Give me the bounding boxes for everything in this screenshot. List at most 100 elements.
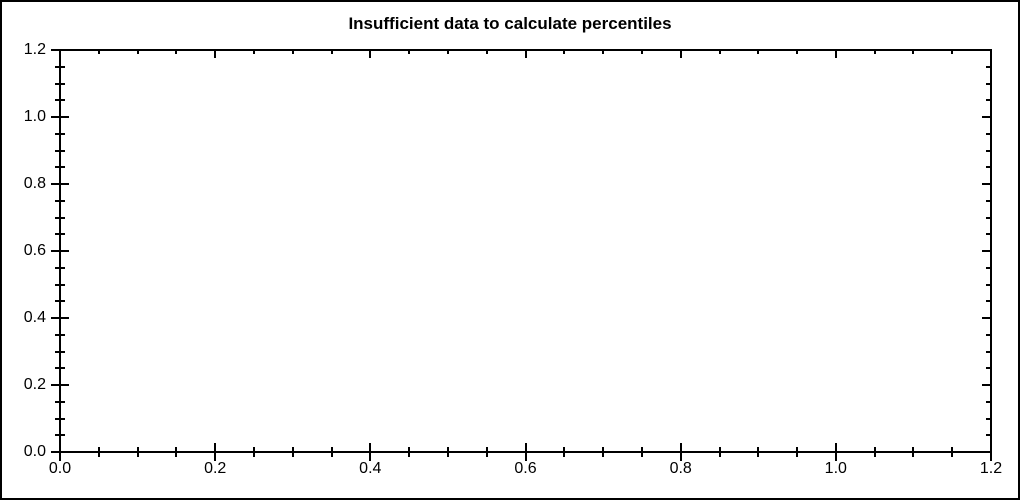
x-minor-tick (602, 447, 605, 457)
x-minor-tick-top (408, 49, 411, 54)
y-minor-tick-right (986, 65, 991, 68)
y-minor-tick-right (986, 367, 991, 370)
y-minor-tick-right (986, 434, 991, 437)
y-minor-tick (55, 166, 65, 169)
y-minor-tick (55, 99, 65, 102)
y-tick-label: 0.0 (23, 443, 46, 460)
x-minor-tick (873, 447, 876, 457)
x-minor-tick (97, 447, 100, 457)
x-major-tick-top (679, 49, 682, 58)
x-minor-tick-top (563, 49, 566, 54)
y-minor-tick (55, 199, 65, 202)
y-minor-tick-right (986, 82, 991, 85)
y-major-tick (51, 384, 69, 386)
x-major-tick-top (369, 49, 372, 58)
y-minor-tick-right (986, 300, 991, 303)
x-minor-tick (485, 447, 488, 457)
x-major-tick-top (834, 49, 837, 58)
y-minor-tick (55, 434, 65, 437)
x-major-tick-top (524, 49, 527, 58)
y-minor-tick (55, 132, 65, 135)
x-minor-tick-top (446, 49, 449, 54)
y-minor-tick-right (986, 132, 991, 135)
x-major-tick (679, 443, 682, 461)
y-major-tick (51, 451, 69, 453)
y-minor-tick-right (986, 99, 991, 102)
y-minor-tick (55, 367, 65, 370)
y-minor-tick-right (986, 266, 991, 269)
y-major-tick-right (982, 317, 991, 319)
x-minor-tick-top (253, 49, 255, 54)
y-minor-tick (55, 333, 65, 336)
x-minor-tick-top (97, 49, 100, 54)
y-tick-label: 0.2 (23, 376, 46, 393)
y-minor-tick (55, 82, 65, 85)
x-minor-tick (291, 447, 294, 457)
x-major-tick (834, 443, 837, 461)
x-major-tick-top (214, 49, 217, 58)
y-minor-tick (55, 266, 65, 269)
y-major-tick-right (982, 384, 991, 386)
y-major-tick (51, 183, 69, 185)
y-tick-label: 0.4 (23, 309, 46, 326)
x-minor-tick (446, 447, 449, 457)
x-minor-tick (951, 447, 954, 457)
y-minor-tick-right (986, 149, 991, 152)
chart-title: Insufficient data to calculate percentil… (348, 14, 672, 33)
x-minor-tick-top (951, 49, 954, 54)
x-minor-tick-top (757, 49, 760, 54)
y-minor-tick (55, 417, 65, 420)
y-minor-tick-right (986, 400, 991, 403)
x-minor-tick-top (291, 49, 294, 54)
y-major-tick (51, 116, 69, 118)
x-tick-label: 0.2 (204, 460, 227, 477)
x-minor-tick (330, 447, 333, 457)
x-minor-tick (136, 447, 139, 457)
x-tick-label: 0.4 (359, 460, 382, 477)
x-minor-tick-top (796, 49, 798, 54)
y-minor-tick-right (986, 216, 991, 219)
x-tick-label: 0.0 (48, 460, 72, 477)
x-major-tick-top (59, 49, 61, 58)
x-major-tick (214, 443, 217, 461)
y-tick-label: 1.0 (23, 108, 46, 125)
x-minor-tick (175, 447, 178, 457)
x-minor-tick-top (485, 49, 488, 54)
x-minor-tick-top (718, 49, 721, 54)
y-minor-tick (55, 350, 65, 353)
y-tick-label: 0.8 (23, 175, 46, 192)
x-tick-label: 0.8 (669, 460, 692, 477)
y-major-tick (51, 49, 69, 51)
x-minor-tick-top (330, 49, 333, 54)
x-minor-tick-top (136, 49, 139, 54)
y-minor-tick (55, 300, 65, 303)
x-minor-tick (718, 447, 721, 457)
x-major-tick (369, 443, 372, 461)
y-tick-label: 0.6 (23, 242, 46, 259)
plot-area (59, 49, 992, 453)
y-minor-tick-right (986, 166, 991, 169)
x-minor-tick-top (640, 49, 643, 54)
y-minor-tick (55, 283, 65, 286)
y-major-tick-right (982, 250, 991, 252)
y-minor-tick (55, 149, 65, 152)
y-minor-tick (55, 65, 65, 68)
x-major-tick (990, 443, 992, 461)
y-major-tick (51, 317, 69, 319)
y-minor-tick-right (986, 350, 991, 353)
x-minor-tick-top (175, 49, 178, 54)
y-minor-tick-right (986, 333, 991, 336)
y-minor-tick-right (986, 199, 991, 202)
y-minor-tick-right (986, 283, 991, 286)
x-minor-tick (796, 447, 798, 457)
y-minor-tick-right (986, 417, 991, 420)
x-minor-tick-top (912, 49, 915, 54)
y-minor-tick (55, 400, 65, 403)
x-tick-label: 1.0 (824, 460, 847, 477)
x-minor-tick (253, 447, 255, 457)
y-major-tick-right (982, 183, 991, 185)
x-minor-tick (912, 447, 915, 457)
x-minor-tick (563, 447, 566, 457)
x-major-tick (524, 443, 527, 461)
